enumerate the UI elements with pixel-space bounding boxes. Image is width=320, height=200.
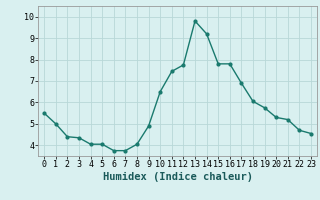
X-axis label: Humidex (Indice chaleur): Humidex (Indice chaleur): [103, 172, 252, 182]
